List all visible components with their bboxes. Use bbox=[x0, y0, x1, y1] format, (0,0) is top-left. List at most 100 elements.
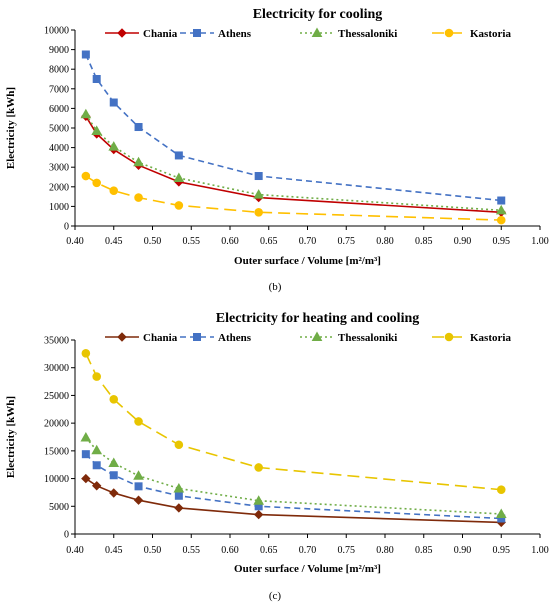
legend-label-athens: Athens bbox=[218, 332, 252, 344]
data-point-athens bbox=[497, 196, 506, 205]
x-tick-label: 0.55 bbox=[183, 236, 201, 247]
x-tick-label: 0.95 bbox=[493, 236, 511, 247]
chart-title: Electricity for cooling bbox=[253, 7, 383, 22]
legend-label-kastoria: Kastoria bbox=[470, 332, 511, 344]
data-point-kastoria bbox=[134, 417, 143, 426]
y-tick-label: 4000 bbox=[49, 143, 69, 154]
y-tick-label: 10000 bbox=[44, 474, 69, 485]
series-line-kastoria bbox=[85, 352, 502, 491]
data-point-thessaloniki bbox=[173, 483, 185, 493]
data-point-chania bbox=[133, 495, 144, 505]
data-point-chania bbox=[174, 503, 184, 513]
y-tick-label: 2000 bbox=[49, 182, 69, 193]
legend-label-kastoria: Kastoria bbox=[470, 28, 511, 40]
x-tick-label: 0.55 bbox=[183, 545, 201, 556]
data-point-kastoria bbox=[92, 178, 101, 188]
data-point-chania bbox=[253, 509, 264, 520]
chart-cooling: Electricity for cooling 0 1000 2000 3000 4000… bbox=[5, 7, 549, 293]
figure-caption: (b) bbox=[269, 281, 282, 293]
x-tick-label: 0.75 bbox=[338, 236, 356, 247]
x-tick-label: 0.60 bbox=[221, 236, 239, 247]
y-tick-label: 8000 bbox=[49, 65, 69, 76]
data-point-kastoria bbox=[92, 372, 101, 381]
figure-caption: (c) bbox=[269, 590, 282, 602]
y-tick-label: 6000 bbox=[49, 104, 69, 115]
chart-title: Electricity for heating and cooling bbox=[216, 311, 420, 326]
x-tick-label: 0.60 bbox=[221, 545, 239, 556]
data-point-thessaloniki bbox=[495, 508, 507, 519]
x-tick-label: 0.50 bbox=[144, 236, 162, 247]
x-tick-label: 0.65 bbox=[260, 545, 278, 556]
x-tick-label: 0.70 bbox=[299, 236, 317, 247]
data-point-kastoria bbox=[496, 485, 506, 494]
series-line-athens bbox=[85, 453, 502, 520]
data-point-kastoria bbox=[81, 349, 91, 358]
x-tick-label: 0.45 bbox=[105, 236, 123, 247]
data-point-thessaloniki bbox=[108, 457, 120, 468]
data-point-thessaloniki bbox=[495, 204, 507, 215]
data-point-thessaloniki bbox=[133, 156, 144, 167]
y-tick-label: 9000 bbox=[49, 45, 69, 56]
y-tick-label: 0 bbox=[64, 222, 69, 233]
x-tick-label: 1.00 bbox=[531, 545, 549, 556]
legend-marker-athens bbox=[193, 29, 201, 37]
data-point-chania bbox=[109, 488, 119, 498]
data-point-athens bbox=[92, 75, 101, 83]
series-line-kastoria bbox=[85, 175, 502, 221]
data-point-thessaloniki bbox=[91, 125, 103, 135]
data-point-chania bbox=[91, 481, 102, 491]
y-tick-label: 35000 bbox=[44, 336, 69, 347]
legend-marker-chania bbox=[117, 28, 127, 38]
legend-label-athens: Athens bbox=[218, 28, 252, 40]
data-point-kastoria bbox=[109, 395, 119, 404]
data-point-thessaloniki bbox=[133, 470, 144, 480]
y-tick-label: 5000 bbox=[49, 124, 69, 135]
data-point-kastoria bbox=[496, 215, 506, 225]
x-tick-label: 0.70 bbox=[299, 545, 317, 556]
y-tick-label: 5000 bbox=[49, 502, 69, 513]
legend-label-thessaloniki: Thessaloniki bbox=[338, 28, 397, 40]
data-point-athens bbox=[109, 471, 118, 480]
data-point-kastoria bbox=[174, 440, 184, 450]
y-tick-label: 10000 bbox=[44, 26, 69, 37]
x-tick-label: 0.80 bbox=[376, 545, 394, 556]
y-tick-label: 7000 bbox=[49, 84, 69, 95]
data-point-athens bbox=[254, 172, 263, 181]
data-point-athens bbox=[81, 50, 90, 59]
data-point-athens bbox=[134, 482, 143, 491]
legend-marker-thessaloniki bbox=[311, 27, 323, 37]
legend-marker-athens bbox=[193, 333, 201, 341]
legend-marker-kastoria bbox=[444, 332, 454, 342]
y-tick-label: 30000 bbox=[44, 363, 69, 374]
series-line-thessaloniki bbox=[85, 113, 502, 212]
legend-marker-thessaloniki bbox=[311, 331, 323, 341]
x-tick-label: 0.75 bbox=[338, 545, 356, 556]
data-point-thessaloniki bbox=[253, 189, 265, 199]
series-line-chania bbox=[85, 115, 502, 214]
data-point-thessaloniki bbox=[80, 108, 92, 119]
x-tick-label: 0.85 bbox=[415, 236, 433, 247]
y-tick-label: 0 bbox=[64, 530, 69, 541]
x-tick-label: 0.50 bbox=[144, 545, 162, 556]
data-point-thessaloniki bbox=[108, 141, 120, 151]
legend-marker-chania bbox=[117, 332, 127, 342]
y-axis-title: Electricity [kWh] bbox=[5, 396, 17, 478]
x-tick-label: 0.90 bbox=[454, 236, 472, 247]
x-axis-title: Outer surface / Volume [m²/m³] bbox=[234, 563, 381, 575]
x-tick-label: 0.40 bbox=[66, 545, 84, 556]
chart-heating-cooling: Electricity for heating and cooling 0 5000… bbox=[5, 311, 549, 602]
series-line-athens bbox=[85, 54, 502, 202]
x-tick-label: 0.40 bbox=[66, 236, 84, 247]
y-tick-label: 3000 bbox=[49, 163, 69, 174]
x-tick-label: 0.45 bbox=[105, 545, 123, 556]
legend-label-chania: Chania bbox=[143, 28, 178, 40]
x-tick-label: 0.80 bbox=[376, 236, 394, 247]
x-tick-label: 0.90 bbox=[454, 545, 472, 556]
data-point-thessaloniki bbox=[173, 172, 185, 182]
data-point-thessaloniki bbox=[91, 444, 103, 455]
x-tick-label: 0.65 bbox=[260, 236, 278, 247]
legend-marker-kastoria bbox=[444, 28, 454, 38]
data-point-kastoria bbox=[134, 193, 143, 202]
data-point-athens bbox=[134, 123, 143, 132]
